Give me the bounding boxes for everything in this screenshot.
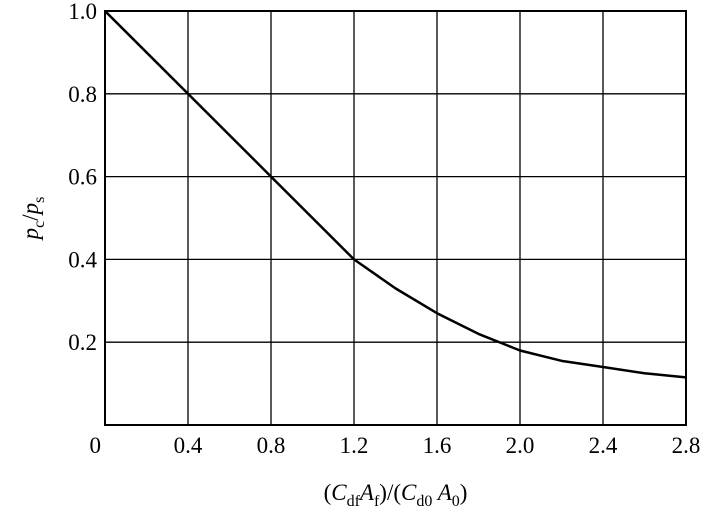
label-part: )	[460, 480, 468, 505]
label-part: c	[31, 221, 48, 228]
label-part: d0	[416, 493, 432, 510]
x-axis-label: (CdfAf)/(Cd0 A0)	[324, 480, 468, 510]
label-part: A	[358, 480, 375, 505]
label-part: p	[18, 228, 43, 242]
label-part: (	[324, 480, 332, 505]
label-part: /	[18, 214, 43, 221]
label-part: s	[31, 197, 48, 203]
label-part: C	[331, 480, 347, 505]
plot-frame	[104, 10, 687, 426]
x-tick-label: 1.2	[340, 433, 369, 458]
x-tick-label: 0.8	[257, 433, 286, 458]
label-part: A	[432, 480, 452, 505]
y-tick-label: 0.8	[68, 82, 97, 107]
y-tick-label: 0.6	[68, 165, 97, 190]
y-tick-label: 0.4	[68, 247, 97, 272]
y-tick-label: 0.2	[68, 330, 97, 355]
data-line	[104, 10, 687, 379]
label-part: C	[401, 480, 417, 505]
label-part: df	[347, 493, 361, 510]
x-tick-label: 2.0	[506, 433, 535, 458]
label-part: p	[18, 203, 43, 217]
x-tick-label: 0.4	[174, 433, 203, 458]
y-tick-label: 1.0	[68, 0, 97, 24]
x-tick-label: 2.8	[672, 433, 701, 458]
y-axis-label: pc/ps	[18, 197, 48, 242]
label-part: 0	[452, 493, 460, 510]
x-tick-label: 2.4	[589, 433, 618, 458]
x-tick-label: 1.6	[423, 433, 452, 458]
x-tick-label: 0	[90, 433, 102, 458]
label-part: )/(	[379, 480, 401, 505]
label-part: f	[374, 493, 380, 510]
